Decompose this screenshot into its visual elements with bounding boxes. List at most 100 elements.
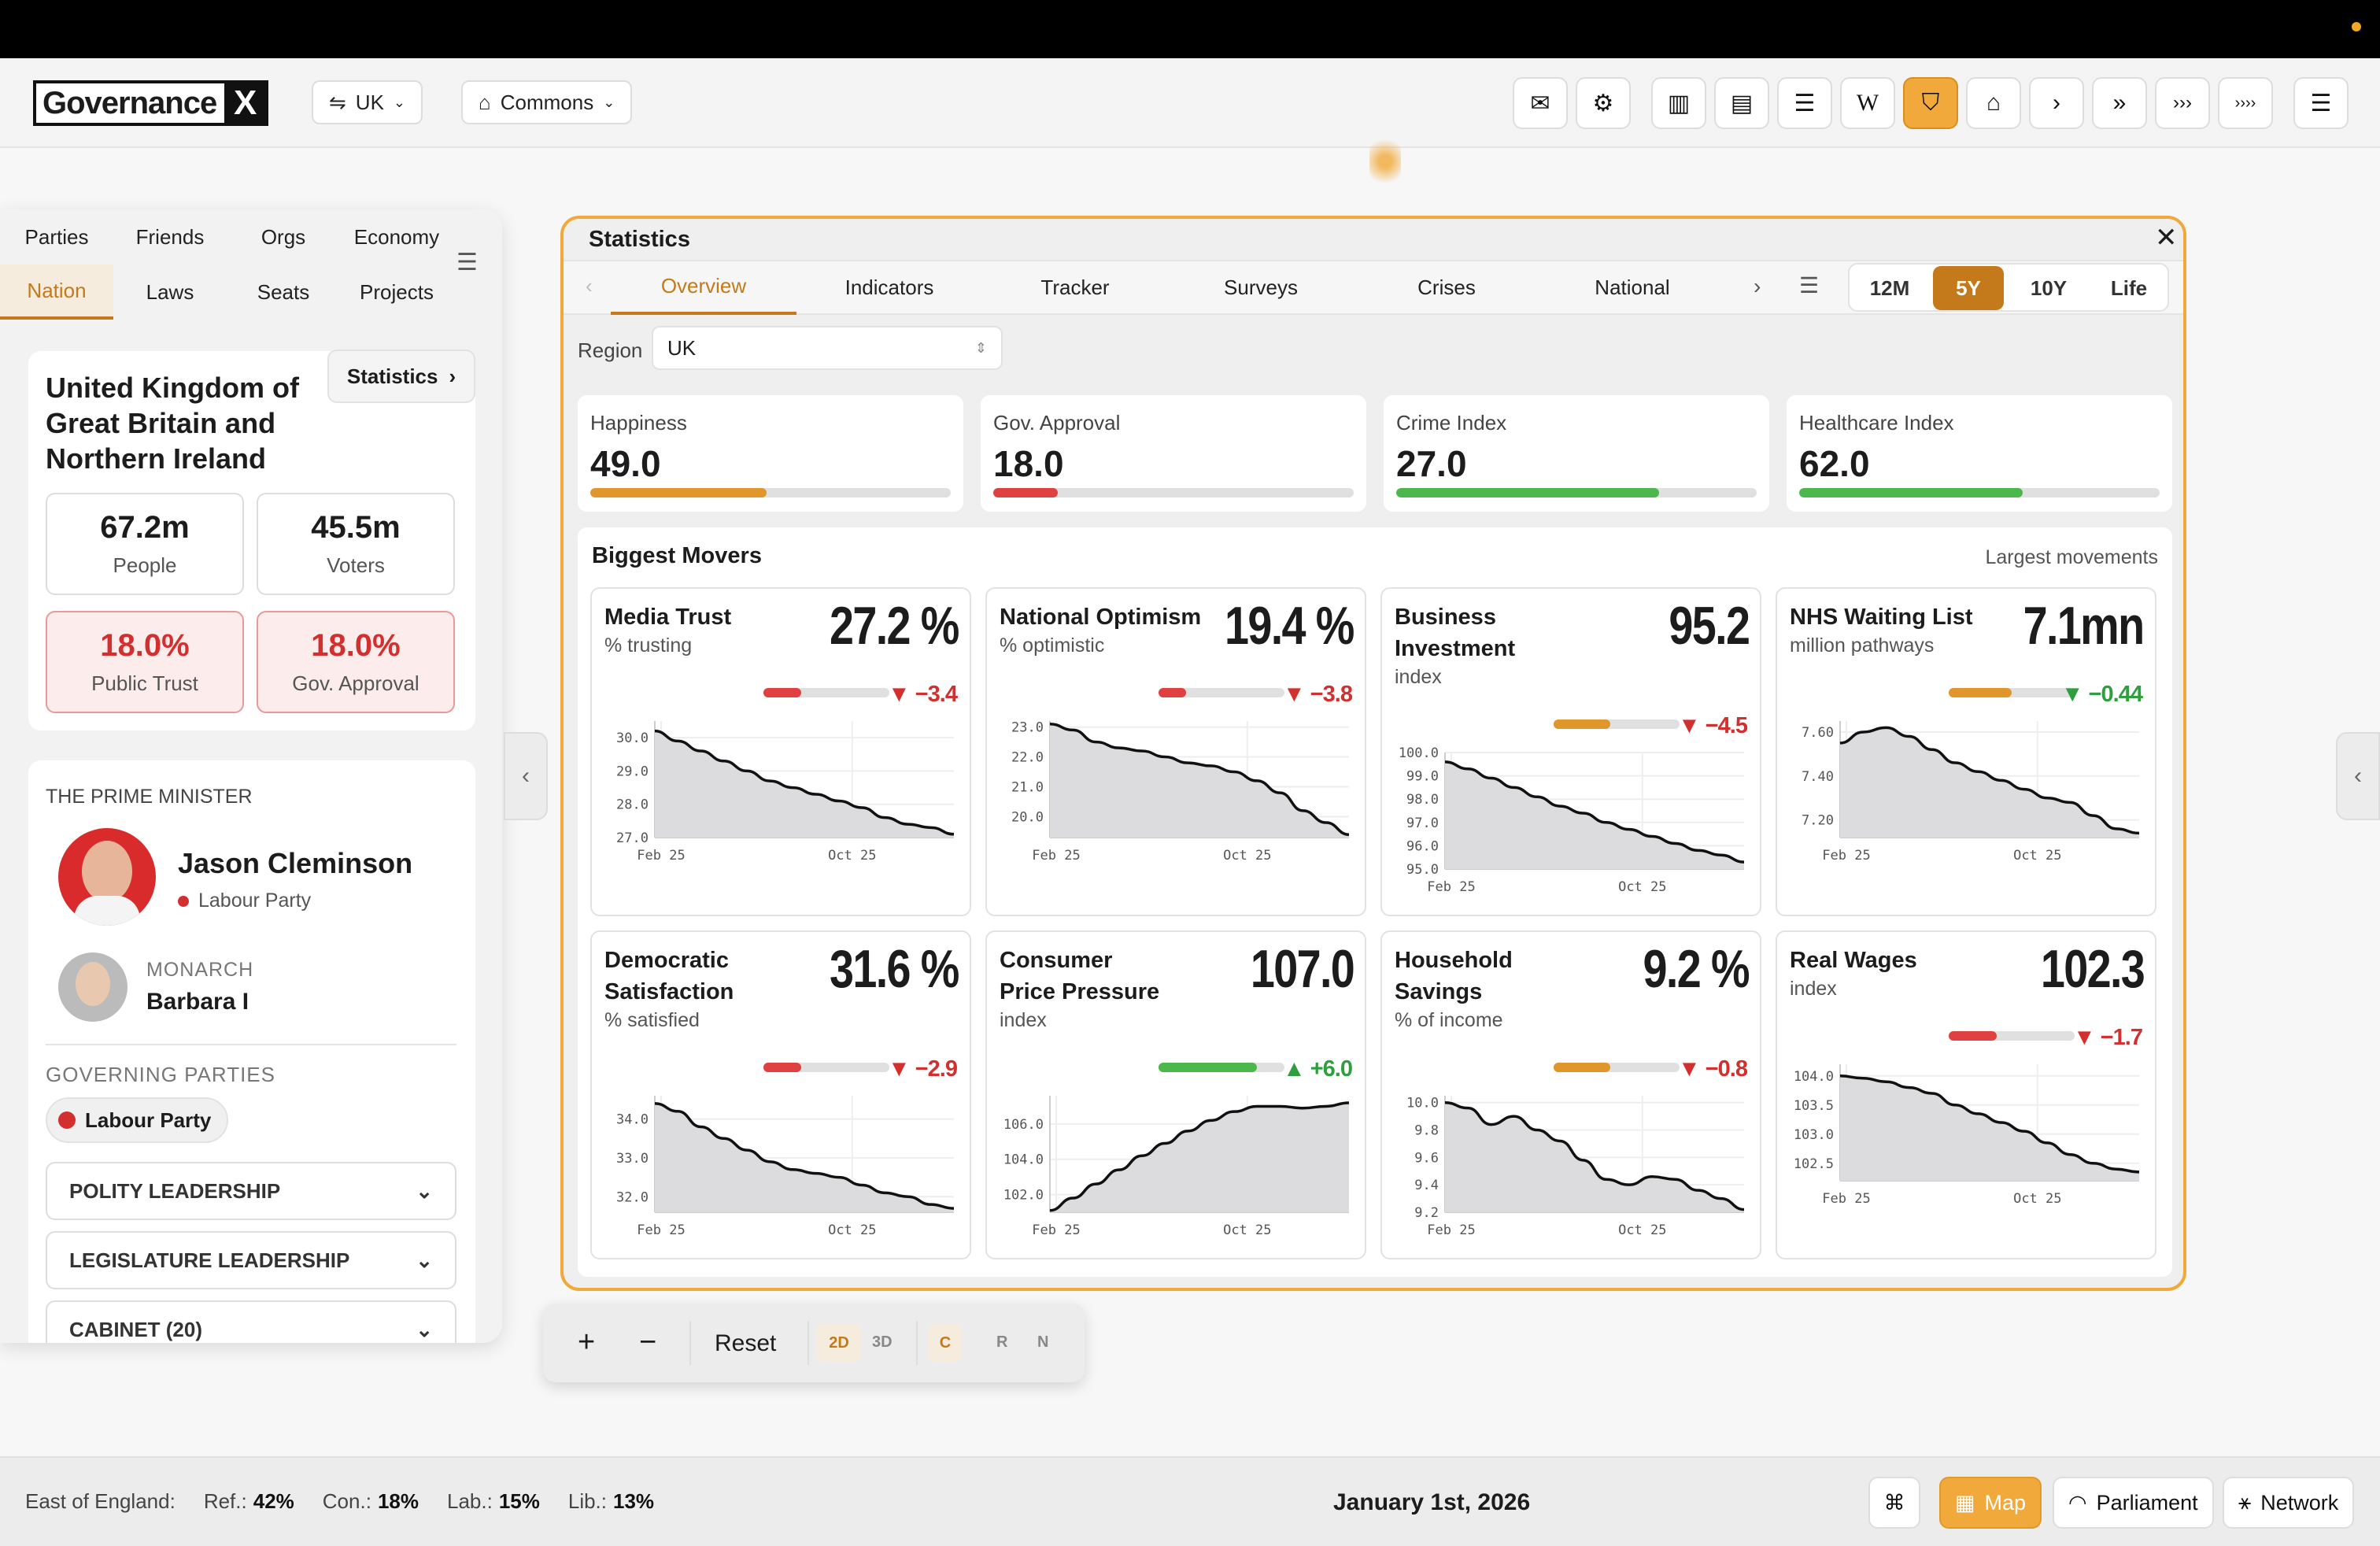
mover-subtitle: % optimistic — [1000, 634, 1105, 656]
nav-friends[interactable]: Friends — [135, 224, 205, 249]
sliders-button[interactable]: ⚙ — [1576, 77, 1631, 129]
mover-bar — [1159, 688, 1284, 697]
tabs-scroll-left-icon[interactable]: ‹ — [586, 274, 593, 298]
nav-seats[interactable]: Seats — [257, 279, 310, 304]
y-tick-label: 23.0 — [1011, 720, 1044, 736]
poll-party-name: Ref.: — [203, 1489, 247, 1513]
x-tick-label: Feb 25 — [1427, 1222, 1475, 1238]
nav-projects[interactable]: Projects — [360, 279, 434, 304]
timeframe-5y[interactable]: 5Y — [1933, 266, 2004, 310]
pm-name[interactable]: Jason Cleminson — [178, 847, 413, 879]
advance-2-button[interactable]: » — [2092, 77, 2147, 129]
collapse-left-button[interactable]: ‹ — [504, 732, 548, 820]
indicator-card[interactable]: Happiness 49.0 — [578, 395, 963, 512]
timeframe-life[interactable]: Life — [2110, 276, 2148, 300]
tab-surveys[interactable]: Surveys — [1224, 275, 1298, 299]
series-line — [1444, 1100, 1745, 1211]
series-line — [1049, 723, 1350, 836]
mover-delta: ▼ −1.7 — [2072, 1025, 2143, 1050]
poll-party-name: Lib.: — [567, 1489, 608, 1513]
tabs-menu-icon[interactable]: ☰ — [1799, 273, 1820, 298]
mover-sparkline-chart: 7.60 7.40 7.20 Feb 25 Oct 25 — [1802, 721, 2140, 864]
newspaper-button[interactable]: ▤ — [1714, 77, 1769, 129]
mover-card[interactable]: Real Wages index 102.3 ▼ −1.7 104.0 103.5 103.… — [1776, 930, 2156, 1259]
mover-card[interactable]: Household Savings % of income 9.2 % ▼ −0.8 1… — [1380, 930, 1761, 1259]
monarch-avatar[interactable] — [58, 952, 128, 1022]
mover-value: 107.0 — [1250, 939, 1355, 999]
timeframe-10y[interactable]: 10Y — [2030, 276, 2068, 300]
tabs-scroll-right-icon[interactable]: › — [1754, 274, 1761, 298]
mode-c-button[interactable]: C — [929, 1324, 962, 1362]
network-view-button[interactable]: ⚹ Network — [2223, 1477, 2355, 1529]
mover-card[interactable]: National Optimism % optimistic 19.4 % ▼ −3.… — [985, 587, 1366, 916]
mode-r-button[interactable]: R — [996, 1333, 1008, 1351]
chamber-selector[interactable]: ⌂ Commons ⌄ — [461, 80, 633, 124]
newspaper-icon: ▤ — [1730, 90, 1754, 117]
map-view-button[interactable]: ▦ Map — [1939, 1477, 2042, 1529]
view-2d-button[interactable]: 2D — [817, 1324, 861, 1362]
grid-view-button[interactable]: ⌘ — [1868, 1477, 1920, 1529]
mover-title: Media Trust — [604, 605, 732, 630]
view-3d-button[interactable]: 3D — [872, 1333, 893, 1351]
timeframe-group — [1848, 263, 2169, 312]
nav-economy[interactable]: Economy — [353, 224, 440, 249]
monarch-name[interactable]: Barbara I — [146, 989, 249, 1015]
pm-avatar[interactable] — [58, 828, 156, 926]
mover-card[interactable]: Democratic Satisfaction % satisfied 31.6 %… — [590, 930, 971, 1259]
tab-tracker[interactable]: Tracker — [1040, 275, 1110, 299]
zoom-in-button[interactable]: + — [578, 1326, 596, 1359]
tab-overview[interactable]: Overview — [611, 260, 796, 315]
timeframe-12m[interactable]: 12M — [1869, 276, 1910, 300]
statistics-button[interactable]: Statistics › — [327, 350, 475, 403]
tab-national[interactable]: National — [1595, 275, 1670, 299]
pm-party: Labour Party — [178, 890, 311, 912]
mover-card[interactable]: Consumer Price Pressure index 107.0 ▲ +6.0 1… — [985, 930, 1366, 1259]
indicator-card[interactable]: Healthcare Index 62.0 — [1787, 395, 2172, 512]
zoom-out-button[interactable]: − — [639, 1326, 657, 1359]
mover-delta: ▼ −0.8 — [1677, 1056, 1748, 1082]
advance-3-button[interactable]: ››› — [2155, 77, 2210, 129]
panel-menu-icon[interactable]: ☰ — [456, 250, 478, 276]
reset-button[interactable]: Reset — [715, 1330, 777, 1356]
home-button[interactable]: ⌂ — [1966, 77, 2021, 129]
tab-crises[interactable]: Crises — [1417, 275, 1476, 299]
parliament-view-button[interactable]: ◠ Parliament — [2053, 1477, 2214, 1529]
x-tick-label: Oct 25 — [828, 1222, 876, 1238]
y-tick-label: 20.0 — [1011, 809, 1044, 825]
mail-button[interactable]: ✉ — [1513, 77, 1568, 129]
nav-nation[interactable]: Nation — [0, 264, 113, 320]
mode-n-button[interactable]: N — [1037, 1333, 1049, 1351]
nav-laws[interactable]: Laws — [146, 279, 194, 304]
region-selector[interactable]: ⇋ UK ⌄ — [312, 80, 423, 124]
main-menu-button[interactable]: ☰ — [2293, 77, 2349, 129]
indicator-card[interactable]: Crime Index 27.0 — [1384, 395, 1769, 512]
series-line — [1444, 760, 1745, 864]
close-icon[interactable]: ✕ — [2155, 223, 2178, 253]
region-select[interactable]: UK ⇕ — [652, 326, 1003, 370]
mover-delta: ▼ −0.44 — [2060, 682, 2143, 707]
shield-button[interactable]: ⛉ — [1903, 77, 1958, 129]
mover-bar-fill — [763, 1063, 801, 1072]
polity-leadership-accordion[interactable]: POLITY LEADERSHIP ⌄ — [46, 1162, 456, 1220]
governing-party-chip[interactable]: Labour Party — [46, 1097, 229, 1143]
chevron-left-icon: ‹ — [522, 763, 530, 789]
nav-orgs[interactable]: Orgs — [261, 224, 306, 249]
mover-card[interactable]: Media Trust % trusting 27.2 % ▼ −3.4 30.0 29.… — [590, 587, 971, 916]
mover-card[interactable]: Business Investment index 95.2 ▼ −4.5 100.0 9… — [1380, 587, 1761, 916]
x-tick-label: Oct 25 — [1618, 1222, 1666, 1238]
legislature-leadership-accordion[interactable]: LEGISLATURE LEADERSHIP ⌄ — [46, 1231, 456, 1289]
cabinet-accordion[interactable]: CABINET (20) ⌄ — [46, 1300, 456, 1343]
nav-parties[interactable]: Parties — [24, 224, 89, 249]
y-tick-label: 33.0 — [616, 1151, 649, 1167]
expand-right-button[interactable]: ‹ — [2336, 732, 2380, 820]
tab-indicators[interactable]: Indicators — [844, 275, 934, 299]
advance-4-button[interactable]: ›››› — [2218, 77, 2273, 129]
advance-1-button[interactable]: › — [2029, 77, 2084, 129]
app-logo[interactable]: Governance X — [33, 80, 269, 126]
parliament-view-label: Parliament — [2096, 1490, 2198, 1515]
news-button[interactable]: ☰ — [1777, 77, 1832, 129]
buildings-button[interactable]: ▥ — [1651, 77, 1706, 129]
wikipedia-button[interactable]: W — [1840, 77, 1895, 129]
indicator-card[interactable]: Gov. Approval 18.0 — [981, 395, 1366, 512]
mover-card[interactable]: NHS Waiting List million pathways 7.1mn ▼ −… — [1776, 587, 2156, 916]
